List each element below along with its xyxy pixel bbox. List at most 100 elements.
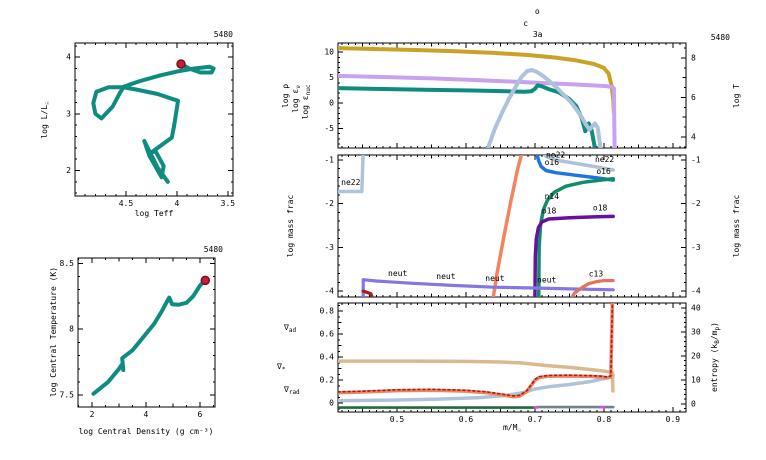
series-entropy xyxy=(338,373,615,403)
annotation-ne22: ne22 xyxy=(341,178,360,187)
hr-frame xyxy=(74,42,234,197)
series-grad-rad xyxy=(338,303,615,399)
profile-top-y2tick-4: 4 xyxy=(691,132,696,141)
series-n14 xyxy=(537,177,615,297)
profile-xlabel: m/M☉​ xyxy=(503,423,521,434)
chart-profile-grad: 0.5 0.6 0.7 0.8 0.9 0 0.2 0.4 0.6 0.8 0 10 20 30 40 xyxy=(320,302,701,424)
chart-hr: 4.5 4 3.5 2 3 4 xyxy=(66,42,236,208)
series-hr-track xyxy=(91,62,216,184)
profile-abund-ytick--3: -3 xyxy=(324,243,334,252)
profile-top-y2tick-8: 8 xyxy=(691,54,696,63)
series-log-T xyxy=(338,46,616,115)
label-log-rho: log ρ xyxy=(281,84,290,108)
annotation-o: o xyxy=(535,7,540,16)
profile-top-ytick-5: 5 xyxy=(329,73,334,82)
series-o18 xyxy=(533,214,615,297)
annotation-n14: n14 xyxy=(545,192,560,201)
label-grad-ad: ∇ad​ xyxy=(283,323,296,334)
profile-abund-y2tick--1: -1 xyxy=(691,155,701,164)
label-log-eps-nu: log εν​ xyxy=(291,85,302,113)
profile-abund-ytick--2: -2 xyxy=(324,199,334,208)
hr-xlabel: log Teff xyxy=(135,209,174,218)
profile-grad-ytick-0.8: 0.8 xyxy=(320,307,335,316)
label-grad-star: ∇*​ xyxy=(276,362,286,373)
rhot-ylabel: log Central Temperature (K) xyxy=(49,267,58,397)
profile-grad-y2tick-0: 0 xyxy=(691,399,696,408)
profile-top-ytick--5: -5 xyxy=(324,124,334,133)
annotation-o16: o16 xyxy=(596,167,611,176)
profile-abund-y2tick--2: -2 xyxy=(691,199,701,208)
profile-abund-y2tick--4: -4 xyxy=(691,287,701,296)
profile-grad-y2tick-20: 20 xyxy=(691,351,701,360)
rhot-xtick-4: 4 xyxy=(144,410,149,419)
rhot-xlabel: log Central Density (g cm⁻³) xyxy=(79,427,214,436)
rhot-title: 5480 xyxy=(204,245,223,254)
label-grad-rad: ∇rad​ xyxy=(283,385,300,396)
profile-grad-y2tick-30: 30 xyxy=(691,327,701,336)
profile-grad-ytick-0: 0 xyxy=(329,399,334,408)
entropy-label: entropy (kB/mp) xyxy=(710,322,721,392)
annotation-o16: o16 xyxy=(545,158,560,167)
profile-grad-ytick-0.6: 0.6 xyxy=(320,330,335,339)
abund-ylabel-right: log mass frac xyxy=(732,195,741,258)
profile-grad-ytick-0.4: 0.4 xyxy=(320,353,335,362)
series-ne22-right xyxy=(542,155,615,172)
annotation-neut: neut xyxy=(537,275,556,284)
rhot-xtick-2: 2 xyxy=(90,410,95,419)
profile-grad-xtick-0.8: 0.8 xyxy=(597,415,612,424)
series-log-rho xyxy=(338,73,617,148)
profile-grad-ytick-0.2: 0.2 xyxy=(320,376,335,385)
series-ne22-left xyxy=(338,155,365,194)
series-c13-left xyxy=(361,289,374,297)
profile-title: 5480 xyxy=(711,33,730,42)
annotation-ne22: ne22 xyxy=(546,150,565,159)
abund-ylabel-left: log mass frac xyxy=(286,195,295,258)
chart-profile-top: -5 0 5 10 4 6 8 oc 3a xyxy=(324,7,696,149)
series-log-eps-nuc xyxy=(486,68,603,148)
series-rhot-track xyxy=(91,278,207,396)
profile-abund-y2tick--3: -3 xyxy=(691,243,701,252)
hr-current-model-dot xyxy=(176,59,186,69)
series-c12-burn-front xyxy=(491,155,524,297)
hr-ytick-4: 4 xyxy=(66,53,71,62)
profile-grad-xtick-0.6: 0.6 xyxy=(459,415,474,424)
rhot-ytick-8.5: 8.5 xyxy=(60,259,75,268)
annotation-neut: neut xyxy=(485,274,504,283)
hr-xtick-4: 4 xyxy=(175,199,180,208)
label-log-T: log T xyxy=(732,84,741,108)
chart-profile-abund: -1-2-3-4-1-2-3-4ne22ne22ne22o16o16n14o18… xyxy=(324,150,701,298)
annotation-c13: c13 xyxy=(589,270,604,279)
rhot-frame xyxy=(77,257,216,408)
hr-xtick-3.5: 3.5 xyxy=(221,199,236,208)
label-log-eps-nuc: log εnuc​ xyxy=(301,84,312,119)
profile-top-y2tick-6: 6 xyxy=(691,93,696,102)
profile-grad-y2tick-40: 40 xyxy=(691,304,701,313)
annotation-3a: 3a xyxy=(533,30,543,39)
profile-grad-xtick-0.9: 0.9 xyxy=(666,415,681,424)
profile-grad-y2tick-10: 10 xyxy=(691,375,701,384)
profile-grad-xtick-0.7: 0.7 xyxy=(528,415,543,424)
rhot-current-model-dot xyxy=(200,275,211,286)
annotation-o18: o18 xyxy=(542,207,557,216)
annotation-ne22: ne22 xyxy=(595,155,614,164)
annotation-c: c xyxy=(523,19,528,28)
annotation-o18: o18 xyxy=(593,204,608,213)
series-c13-right xyxy=(570,279,615,297)
annotation-neut: neut xyxy=(436,272,455,281)
hr-ytick-2: 2 xyxy=(66,166,71,175)
hr-title: 5480 xyxy=(214,30,233,39)
profile-grad-xtick-0.5: 0.5 xyxy=(390,415,405,424)
profile-top-ytick-10: 10 xyxy=(324,48,334,57)
rhot-ytick-7.5: 7.5 xyxy=(60,391,75,400)
series-grad-star xyxy=(338,303,614,397)
profile-top-frame xyxy=(337,42,687,149)
profile-abund-ytick--1: -1 xyxy=(324,155,334,164)
profile-abund-frame xyxy=(337,154,687,298)
hr-xtick-4.5: 4.5 xyxy=(119,199,134,208)
series-log-eps-nu xyxy=(338,83,597,148)
hr-ylabel: log L/L☉​ xyxy=(40,101,51,139)
hr-ytick-3: 3 xyxy=(66,109,71,118)
rhot-xtick-6: 6 xyxy=(197,410,202,419)
profile-top-ytick-0: 0 xyxy=(329,99,334,108)
